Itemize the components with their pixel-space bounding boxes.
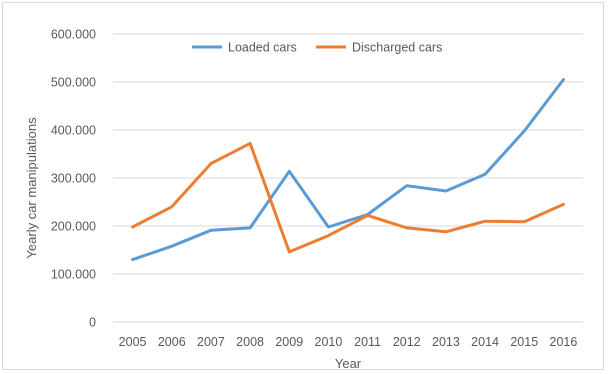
- x-tick-label: 2013: [432, 335, 460, 349]
- gridlines: [113, 33, 583, 323]
- x-tick-label: 2008: [236, 335, 264, 349]
- x-tick-label: 2014: [471, 335, 499, 349]
- legend: Loaded cars Discharged cars: [192, 41, 442, 55]
- y-tick-label: 600.000: [51, 28, 96, 42]
- y-tick-label: 200.000: [51, 220, 96, 234]
- legend-label: Loaded cars: [228, 41, 297, 55]
- y-tick-labels: 0 100.000 200.000 300.000 400.000 500.000 600.…: [51, 28, 96, 330]
- x-tick-label: 2016: [550, 335, 578, 349]
- y-tick-label: 400.000: [51, 124, 96, 138]
- x-tick-label: 2005: [119, 335, 147, 349]
- x-tick-label: 2015: [510, 335, 538, 349]
- x-axis-title: Year: [335, 356, 362, 371]
- y-tick-label: 0: [89, 316, 96, 330]
- x-tick-labels: 2005 2006 2007 2008 2009 2010 2011 2012 2013 2014…: [119, 335, 578, 349]
- chart-frame: [2, 2, 604, 370]
- x-tick-label: 2009: [275, 335, 303, 349]
- legend-label: Discharged cars: [352, 41, 442, 55]
- y-tick-label: 300.000: [51, 172, 96, 186]
- y-axis-title: Yearly car manipulations: [24, 117, 39, 259]
- x-tick-label: 2006: [158, 335, 186, 349]
- x-tick-label: 2011: [354, 335, 381, 349]
- x-tick-label: 2012: [393, 335, 421, 349]
- series-line-loaded-cars: [131, 78, 565, 262]
- series-line-discharged-cars: [131, 141, 565, 254]
- x-tick-label: 2010: [315, 335, 343, 349]
- x-tick-label: 2007: [197, 335, 225, 349]
- y-tick-label: 100.000: [51, 268, 96, 282]
- y-tick-label: 500.000: [51, 76, 96, 90]
- series-lines: [131, 78, 565, 262]
